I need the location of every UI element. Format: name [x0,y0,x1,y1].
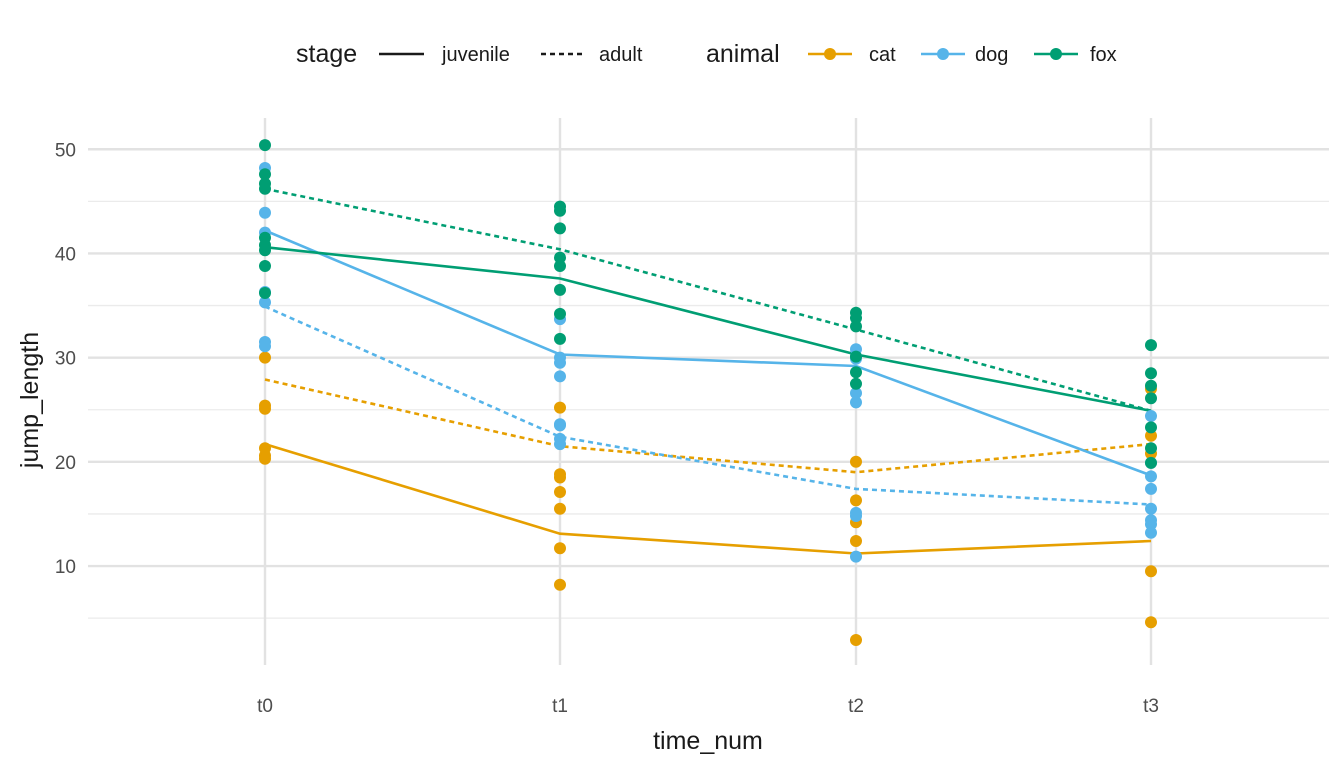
data-point-fox [259,260,271,272]
data-point-dog [1145,410,1157,422]
data-point-cat [259,402,271,415]
data-point-cat [554,486,566,498]
legend: stage animal juvenile adult cat dog fox [296,40,1117,68]
data-point-fox [554,283,566,296]
data-point-fox [1145,456,1157,469]
data-point-cat [554,542,566,555]
x-tick-label: t0 [257,696,273,717]
legend-animal-title: animal [706,40,780,68]
data-point-fox [850,366,862,379]
legend-stage-title: stage [296,40,357,68]
series-line-dog-juvenile [264,229,1152,477]
y-tick-label: 50 [55,140,76,161]
data-point-fox [554,307,566,320]
data-point-dog [554,356,566,369]
data-point-fox [259,168,271,181]
data-point-fox [850,377,862,390]
data-point-fox [1145,442,1157,455]
data-point-fox [259,244,271,257]
data-point-dog [1145,518,1157,531]
series-line-cat-juvenile [264,442,1152,555]
data-point-fox [850,350,862,363]
data-point-fox [1145,421,1157,434]
data-point-cat [850,535,862,547]
y-axis-title: jump_length [16,332,44,469]
data-point-cat [554,502,566,515]
data-point-fox [1145,367,1157,380]
data-point-cat [554,401,566,414]
legend-label-dog: dog [975,44,1008,66]
legend-label-juvenile: juvenile [441,44,510,66]
series-line-fox-juvenile [264,245,1152,413]
x-tick-label: t2 [848,696,864,717]
data-point-dog [850,510,862,522]
legend-key-point-dog [937,48,949,60]
data-point-dog [850,550,862,563]
y-tick-label: 10 [55,557,76,578]
data-point-fox [554,332,566,345]
legend-label-fox: fox [1090,44,1117,66]
axes: time_num jump_length 10 20 30 40 50 t0 t1 t2 t3 [16,140,1159,755]
grid [88,118,1329,665]
data-point-fox [554,251,566,264]
y-tick-label: 30 [55,349,76,370]
data-point-fox [259,139,271,152]
data-point-cat [554,471,566,484]
y-tick-label: 20 [55,453,76,474]
data-point-dog [850,387,862,400]
data-point-cat [1145,429,1157,442]
legend-key-point-fox [1050,48,1062,60]
data-point-fox [1145,392,1157,405]
data-point-cat [259,351,271,364]
series-line-fox-adult [264,187,1152,413]
data-point-dog [259,296,271,309]
data-point-dog [554,438,566,451]
data-point-fox [1145,379,1157,392]
data-point-dog [1145,526,1157,539]
data-point-cat [850,455,862,468]
x-axis-title: time_num [653,727,763,755]
data-point-cat [850,494,862,507]
data-point-dog [554,419,566,432]
series-line-cat-adult [264,378,1152,474]
data-point-dog [850,396,862,409]
x-tick-label: t1 [552,696,568,717]
data-point-fox [1145,339,1157,352]
data-point-cat [1145,565,1157,578]
data-point-cat [259,452,271,465]
data-point-dog [259,340,271,353]
data-point-cat [554,578,566,591]
series-lines [264,187,1152,555]
data-point-fox [554,204,566,217]
x-tick-label: t3 [1143,696,1159,717]
data-point-cat [1145,616,1157,629]
data-point-fox [259,182,271,195]
data-point-fox [850,312,862,324]
data-point-dog [554,370,566,383]
data-points [259,139,1157,646]
legend-label-cat: cat [869,44,896,66]
data-point-fox [259,287,271,299]
data-point-dog [259,206,271,219]
series-line-dog-adult [264,305,1152,506]
data-point-dog [1145,502,1157,515]
data-point-fox [554,222,566,235]
legend-label-adult: adult [599,44,643,66]
data-point-fox [554,260,566,272]
data-point-dog [1145,470,1157,483]
data-point-cat [850,634,862,646]
data-point-fox [850,320,862,333]
y-tick-label: 40 [55,244,76,265]
legend-key-point-cat [824,48,836,60]
data-point-dog [1145,482,1157,495]
